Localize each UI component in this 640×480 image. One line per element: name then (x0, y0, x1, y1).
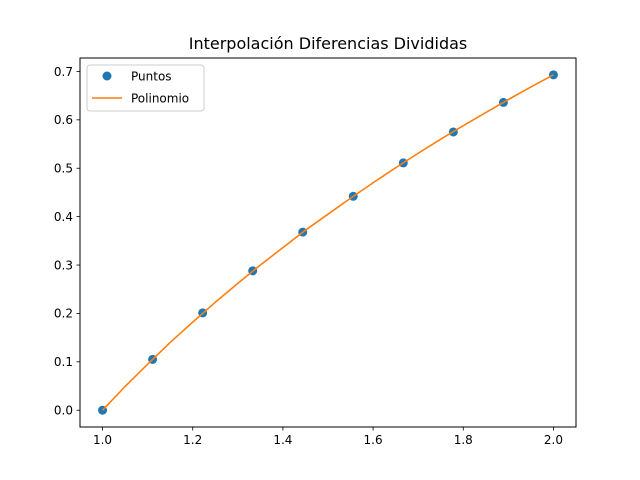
y-tick-label: 0.5 (54, 162, 73, 176)
data-point (548, 70, 558, 80)
x-tick-label: 2.0 (544, 433, 563, 447)
x-axis: 1.0 1.2 1.4 1.6 1.8 2.0 (93, 427, 563, 447)
y-tick-label: 0.2 (54, 307, 73, 321)
plot-frame (79, 57, 577, 428)
y-tick-label: 0.1 (54, 355, 73, 369)
legend-label-puntos: Puntos (131, 70, 172, 84)
legend-marker-puntos (102, 71, 112, 81)
y-axis: 0.0 0.1 0.2 0.3 0.4 0.5 0.6 0.7 (54, 65, 80, 418)
series-line-polinomio (101, 74, 554, 411)
legend-box (86, 64, 205, 112)
y-tick-label: 0.7 (54, 65, 73, 79)
x-tick-label: 1.8 (454, 433, 473, 447)
x-tick-label: 1.6 (364, 433, 383, 447)
y-tick-label: 0.3 (54, 258, 73, 272)
chart-title: Interpolación Diferencias Divididas (189, 34, 468, 53)
x-tick-label: 1.2 (183, 433, 202, 447)
x-tick-label: 1.4 (273, 433, 292, 447)
y-tick-label: 0.0 (54, 404, 73, 418)
plot-area (98, 70, 558, 415)
y-tick-label: 0.6 (54, 113, 73, 127)
x-tick-label: 1.0 (93, 433, 112, 447)
legend-label-polinomio: Polinomio (131, 92, 189, 106)
legend: Puntos Polinomio (86, 64, 205, 112)
y-tick-label: 0.4 (54, 210, 73, 224)
